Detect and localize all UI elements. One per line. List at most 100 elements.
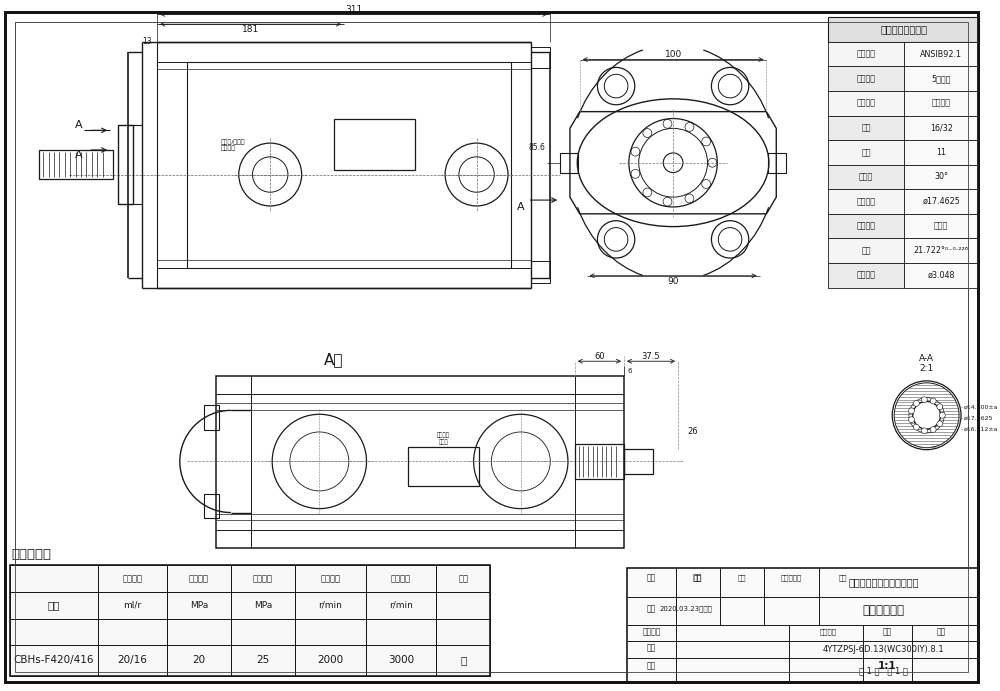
- Text: 型号: 型号: [48, 600, 60, 610]
- Text: 分区: 分区: [738, 574, 746, 580]
- Text: 花键规格: 花键规格: [856, 50, 875, 59]
- Text: 比例: 比例: [937, 627, 946, 636]
- Text: 85.6: 85.6: [528, 144, 545, 153]
- Bar: [904, 214, 979, 238]
- Text: 模値: 模値: [861, 246, 871, 255]
- Text: A: A: [75, 120, 82, 131]
- Bar: [828, 189, 904, 214]
- Bar: [187, 61, 511, 268]
- Text: ø17.4625: ø17.4625: [964, 416, 993, 421]
- Text: MPa: MPa: [254, 601, 272, 610]
- Text: 额定排量: 额定排量: [123, 574, 143, 583]
- Bar: [904, 115, 979, 140]
- Bar: [904, 91, 979, 115]
- Text: 外连接尺寸图: 外连接尺寸图: [862, 605, 904, 617]
- Circle shape: [930, 426, 936, 433]
- Text: 13: 13: [143, 37, 152, 46]
- Text: 100: 100: [664, 50, 682, 59]
- Bar: [624, 448, 653, 474]
- Bar: [231, 618, 295, 645]
- Text: 重量: 重量: [883, 627, 892, 636]
- Bar: [904, 42, 979, 66]
- Text: r/min: r/min: [389, 601, 413, 610]
- Circle shape: [937, 421, 943, 427]
- Bar: [408, 446, 479, 486]
- Bar: [295, 565, 366, 592]
- Text: 3000: 3000: [388, 656, 414, 665]
- Bar: [167, 592, 231, 618]
- Bar: [295, 618, 366, 645]
- Bar: [366, 618, 436, 645]
- Text: 齿侧配合: 齿侧配合: [932, 99, 951, 108]
- Bar: [828, 66, 904, 91]
- Text: 16/32: 16/32: [930, 124, 953, 133]
- Text: 25: 25: [256, 656, 269, 665]
- Text: 性能参数：: 性能参数：: [12, 548, 52, 561]
- Text: 21.722°⁰⁻⁰·²²⁶: 21.722°⁰⁻⁰·²²⁶: [914, 246, 969, 255]
- Bar: [98, 618, 167, 645]
- Text: 齿根形状: 齿根形状: [856, 222, 875, 231]
- Text: MPa: MPa: [190, 601, 208, 610]
- Text: 6: 6: [628, 368, 632, 374]
- Circle shape: [921, 428, 927, 434]
- Text: 181: 181: [242, 25, 259, 34]
- Bar: [366, 565, 436, 592]
- Text: 最高压力: 最高压力: [253, 574, 273, 583]
- Text: 20/16: 20/16: [118, 656, 148, 665]
- Text: ml/r: ml/r: [124, 601, 142, 610]
- Text: 11: 11: [936, 148, 946, 157]
- Circle shape: [909, 408, 914, 414]
- Bar: [904, 140, 979, 164]
- Bar: [436, 618, 490, 645]
- Bar: [828, 214, 904, 238]
- Bar: [436, 565, 490, 592]
- Bar: [167, 565, 231, 592]
- Bar: [904, 263, 979, 287]
- Text: 节圆直径: 节圆直径: [856, 197, 875, 206]
- Bar: [828, 17, 979, 42]
- Bar: [204, 494, 219, 518]
- Bar: [10, 618, 98, 645]
- Bar: [98, 592, 167, 618]
- Text: 90: 90: [667, 277, 679, 286]
- Text: 4YTZPSJ-6D.13(WC300IY).8.1: 4YTZPSJ-6D.13(WC300IY).8.1: [823, 645, 944, 654]
- Text: 旋向: 旋向: [458, 574, 468, 583]
- Text: 质量标记: 质量标记: [820, 628, 837, 635]
- Text: 油进进口
进油口: 油进进口 进油口: [437, 433, 450, 445]
- Bar: [575, 444, 624, 479]
- Text: A向: A向: [324, 352, 344, 367]
- Text: 渐开线花键参数表: 渐开线花键参数表: [880, 25, 927, 35]
- Text: 最高转速: 最高转速: [391, 574, 411, 583]
- Text: ø17.4625: ø17.4625: [922, 197, 960, 206]
- Text: CBHs-F420/416: CBHs-F420/416: [14, 656, 94, 665]
- Bar: [334, 119, 415, 169]
- Text: r/min: r/min: [318, 601, 342, 610]
- Circle shape: [921, 397, 927, 403]
- Bar: [828, 42, 904, 66]
- Circle shape: [909, 417, 914, 423]
- Text: 批准: 批准: [647, 643, 656, 653]
- Text: 2:1: 2:1: [919, 363, 934, 372]
- Bar: [828, 164, 904, 189]
- Bar: [531, 261, 550, 283]
- Bar: [10, 565, 98, 592]
- Text: 工艺: 工艺: [647, 661, 656, 670]
- Circle shape: [937, 404, 943, 410]
- Text: 37.5: 37.5: [641, 352, 660, 361]
- Bar: [768, 153, 786, 173]
- Text: 审核标记: 审核标记: [642, 627, 661, 636]
- Text: 右: 右: [460, 656, 466, 665]
- Text: 公 1 张   第 1 张: 公 1 张 第 1 张: [859, 666, 908, 675]
- Bar: [216, 376, 624, 548]
- Text: 1:1: 1:1: [878, 661, 897, 671]
- Text: 额定压力: 额定压力: [189, 574, 209, 583]
- Text: 出油口/出油口
出油进口: 出油口/出油口 出油进口: [221, 139, 246, 151]
- Text: ø3.048: ø3.048: [927, 271, 955, 280]
- Text: 测量直径: 测量直径: [856, 271, 875, 280]
- Text: A: A: [75, 150, 82, 160]
- Text: 处数: 处数: [693, 574, 702, 580]
- Bar: [10, 565, 490, 676]
- Text: 30°: 30°: [934, 173, 948, 182]
- Text: 配合类型: 配合类型: [856, 99, 875, 108]
- Bar: [627, 567, 978, 681]
